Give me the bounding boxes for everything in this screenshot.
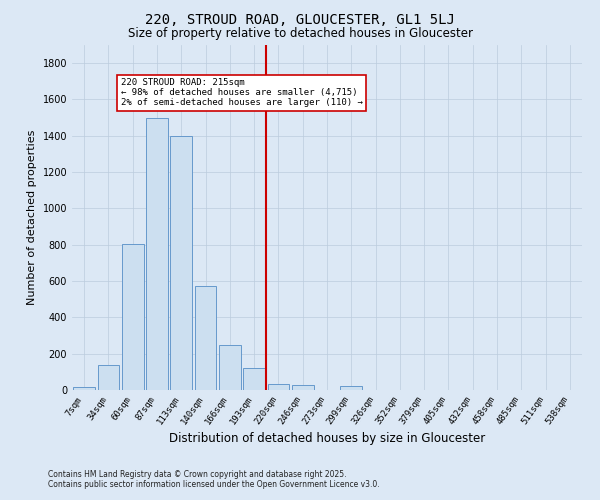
Y-axis label: Number of detached properties: Number of detached properties xyxy=(27,130,37,305)
Bar xyxy=(292,384,314,390)
Bar xyxy=(268,384,289,390)
X-axis label: Distribution of detached houses by size in Gloucester: Distribution of detached houses by size … xyxy=(169,432,485,445)
Bar xyxy=(219,344,241,390)
Bar xyxy=(146,118,168,390)
Bar xyxy=(170,136,192,390)
Bar xyxy=(97,366,119,390)
Bar xyxy=(73,388,95,390)
Text: Contains HM Land Registry data © Crown copyright and database right 2025.
Contai: Contains HM Land Registry data © Crown c… xyxy=(48,470,380,489)
Bar xyxy=(194,286,217,390)
Bar xyxy=(340,386,362,390)
Bar xyxy=(243,368,265,390)
Text: 220 STROUD ROAD: 215sqm
← 98% of detached houses are smaller (4,715)
2% of semi-: 220 STROUD ROAD: 215sqm ← 98% of detache… xyxy=(121,78,362,108)
Text: 220, STROUD ROAD, GLOUCESTER, GL1 5LJ: 220, STROUD ROAD, GLOUCESTER, GL1 5LJ xyxy=(145,12,455,26)
Text: Size of property relative to detached houses in Gloucester: Size of property relative to detached ho… xyxy=(128,28,473,40)
Bar xyxy=(122,244,143,390)
